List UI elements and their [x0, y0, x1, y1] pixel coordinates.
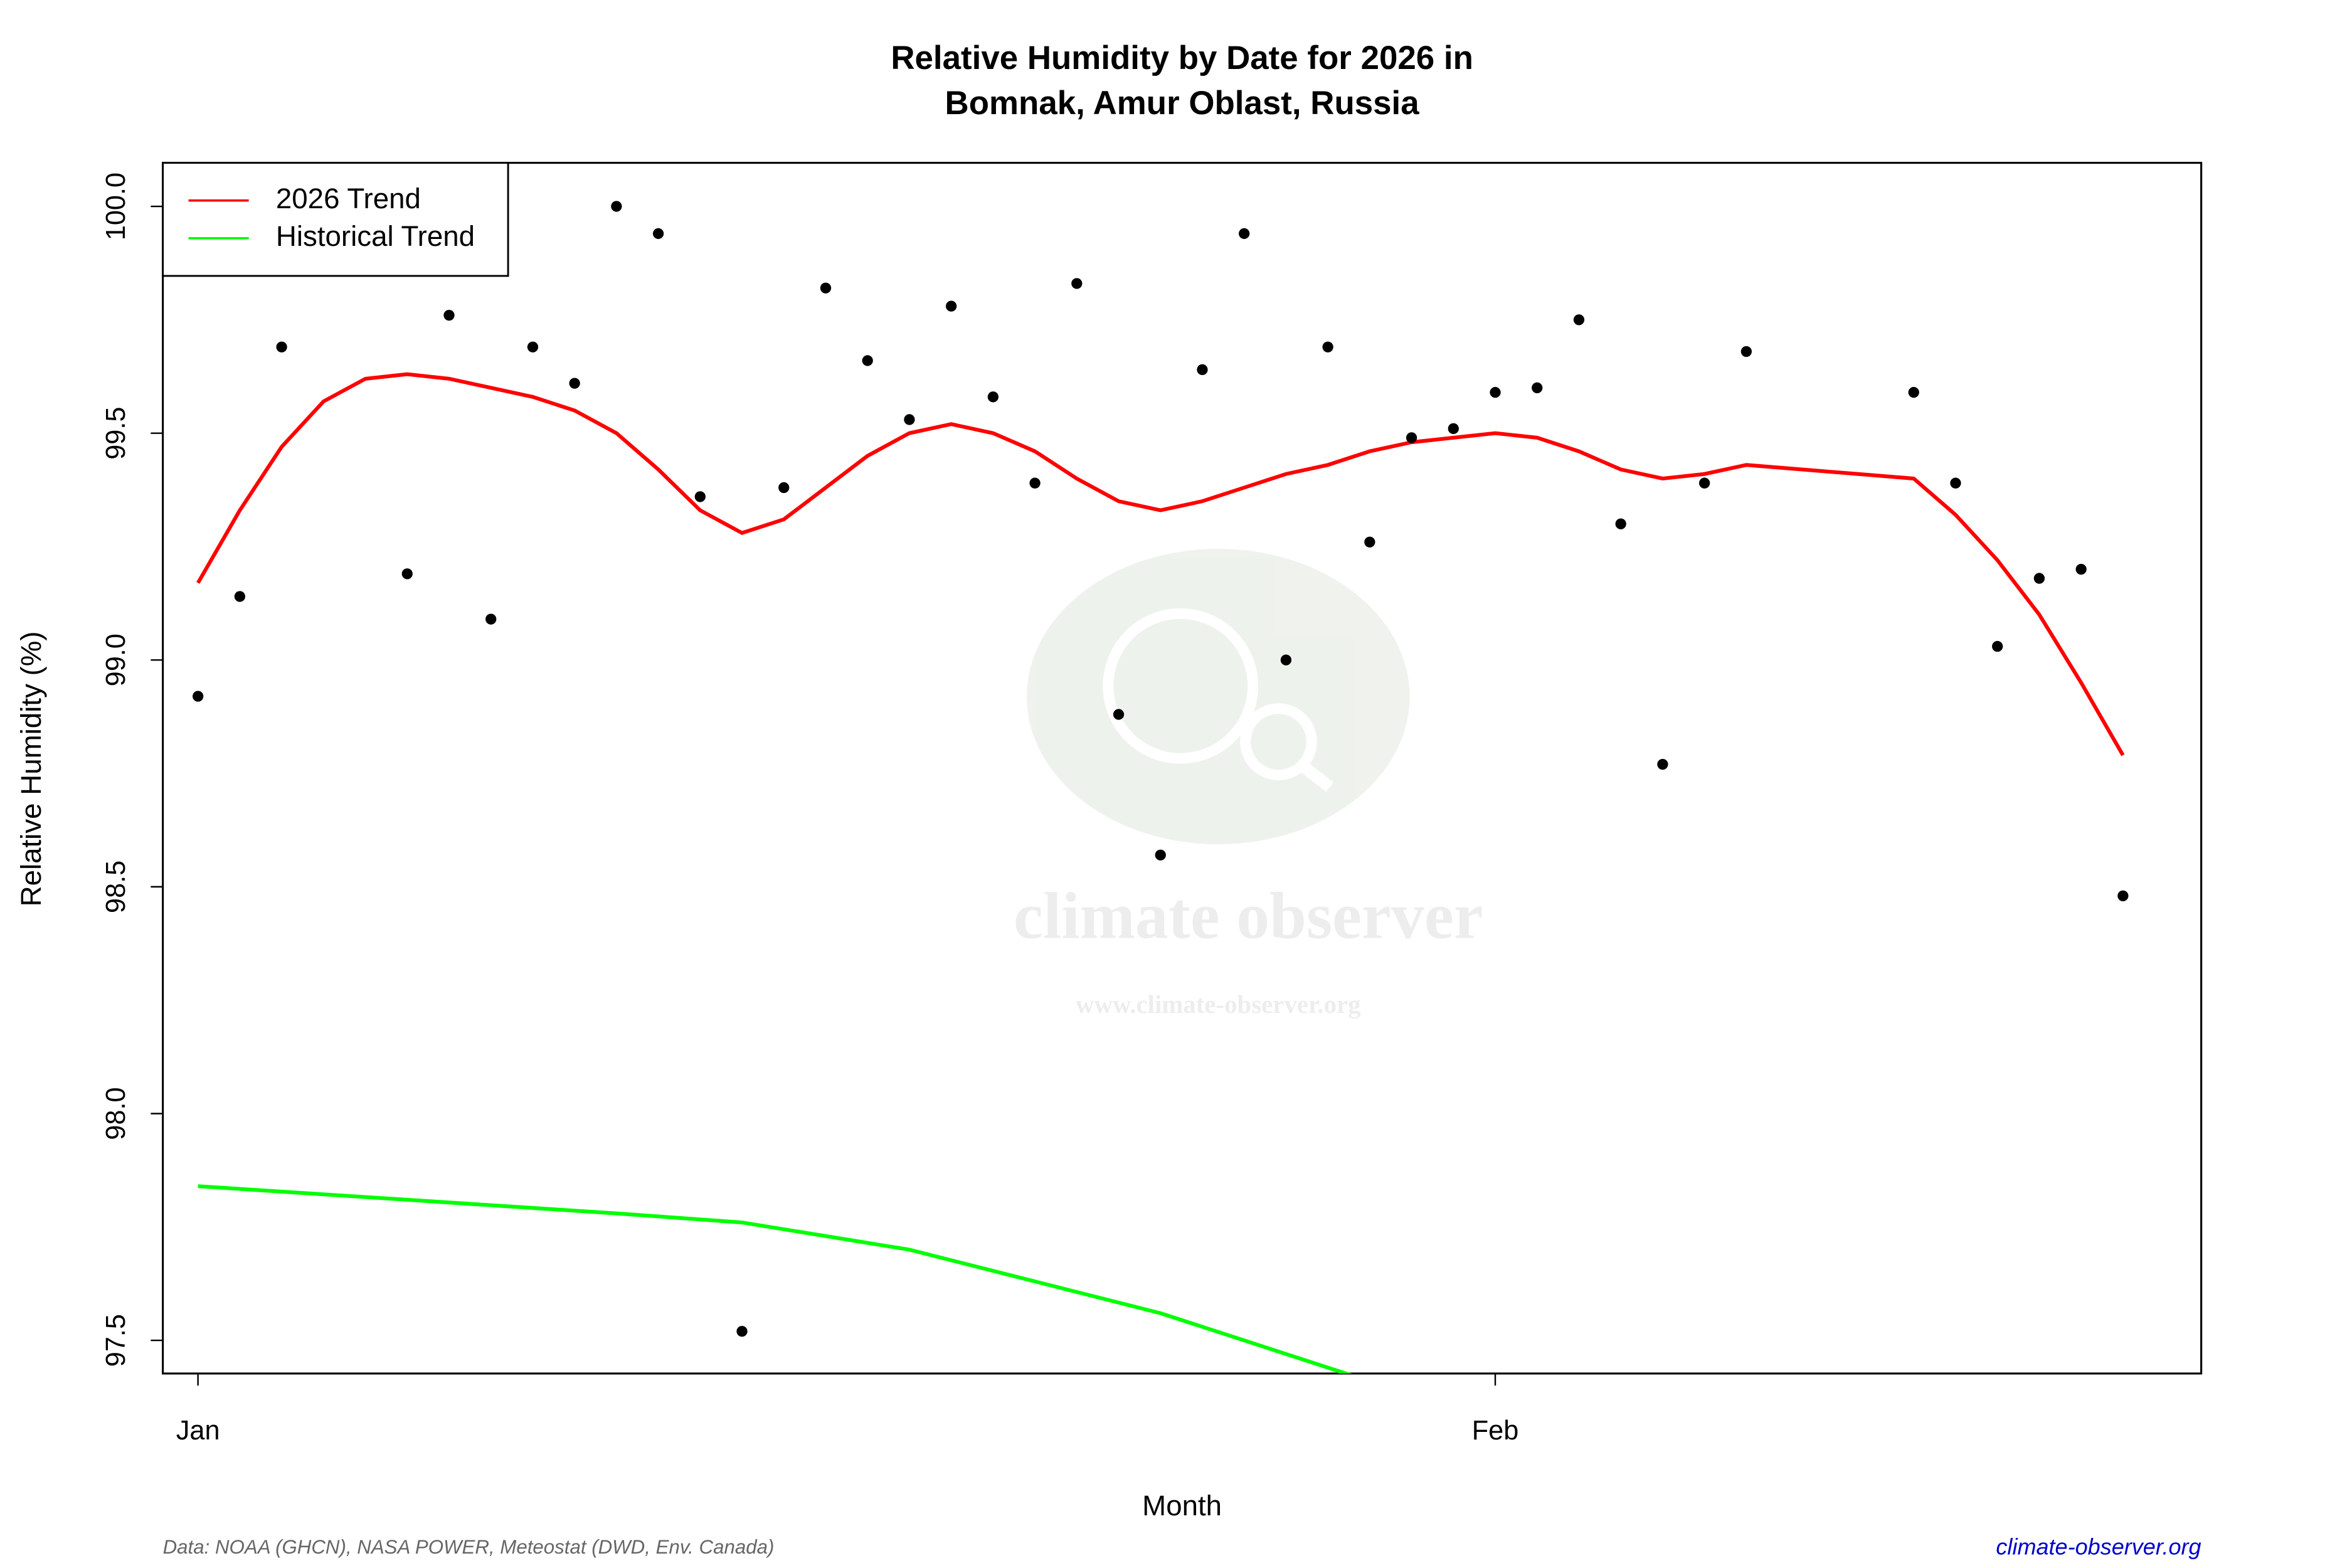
legend-label: 2026 Trend: [276, 183, 421, 215]
data-point: [862, 355, 873, 366]
data-point: [1532, 382, 1543, 393]
data-point: [234, 591, 246, 602]
data-point: [1113, 709, 1125, 720]
y-tick-label: 97.5: [101, 1314, 131, 1367]
data-point: [569, 378, 580, 389]
data-point: [276, 341, 287, 352]
y-tick-label: 99.0: [101, 633, 131, 686]
legend-label: Historical Trend: [276, 220, 475, 252]
data-point: [652, 228, 664, 240]
watermark-handle: [1299, 761, 1334, 792]
data-point: [1698, 477, 1710, 489]
legend-box: [162, 162, 509, 277]
data-point: [1490, 386, 1501, 398]
watermark-logo: [1027, 549, 1410, 845]
data-point: [1239, 228, 1250, 240]
data-point: [2075, 563, 2087, 575]
data-point: [193, 691, 204, 702]
data-point: [1908, 386, 1919, 398]
data-point: [1322, 341, 1333, 352]
data-point: [1406, 432, 1417, 443]
trend-line: [198, 1184, 1352, 1374]
source-note: Data: NOAA (GHCN), NASA POWER, Meteostat…: [163, 1536, 775, 1558]
watermark: climate observer www.climate-observer.or…: [1014, 549, 1483, 1019]
data-point: [1615, 518, 1626, 529]
watermark-url: www.climate-observer.org: [1076, 990, 1361, 1019]
data-point: [1197, 364, 1208, 376]
data-point: [1071, 278, 1083, 289]
watermark-globe: [1103, 608, 1259, 764]
data-point: [1029, 477, 1041, 489]
data-point: [945, 300, 957, 312]
y-tick-label: 99.5: [101, 407, 131, 460]
data-point: [1448, 423, 1459, 435]
site-link[interactable]: climate-observer.org: [1996, 1534, 2201, 1559]
data-point: [527, 341, 539, 352]
data-point: [1657, 758, 1668, 770]
x-axis-label: Month: [1142, 1490, 1222, 1522]
watermark-lens: [1240, 703, 1317, 780]
y-tick-label: 100.0: [101, 172, 131, 240]
y-tick-label: 98.0: [101, 1087, 131, 1140]
data-point: [1364, 536, 1375, 548]
data-point: [987, 391, 999, 403]
data-point: [904, 414, 915, 425]
data-point: [694, 491, 706, 502]
data-point: [1155, 849, 1166, 861]
chart-title: Relative Humidity by Date for 2026 in: [891, 40, 1473, 77]
y-tick-label: 98.5: [101, 861, 131, 913]
data-point: [1280, 654, 1292, 665]
data-point: [820, 282, 832, 294]
x-tick-label: Jan: [176, 1416, 220, 1446]
data-point: [485, 613, 497, 625]
data-point: [401, 568, 413, 580]
data-point: [2033, 573, 2045, 584]
data-point: [1740, 346, 1752, 358]
y-axis-label: Relative Humidity (%): [15, 632, 47, 907]
plot-frame: [162, 162, 2203, 1375]
data-point: [778, 482, 790, 494]
x-tick-label: Feb: [1472, 1416, 1519, 1446]
chart-subtitle: Bomnak, Amur Oblast, Russia: [945, 85, 1420, 122]
data-point: [1992, 640, 2003, 652]
trend-line: [196, 372, 2125, 756]
data-point: [443, 309, 455, 321]
data-point: [1573, 314, 1585, 326]
watermark-text: climate observer: [1014, 879, 1483, 952]
data-point: [1950, 477, 1961, 489]
plot-area: [193, 201, 2129, 1374]
data-point: [611, 201, 622, 212]
data-point: [736, 1325, 748, 1337]
data-point: [2117, 890, 2129, 902]
